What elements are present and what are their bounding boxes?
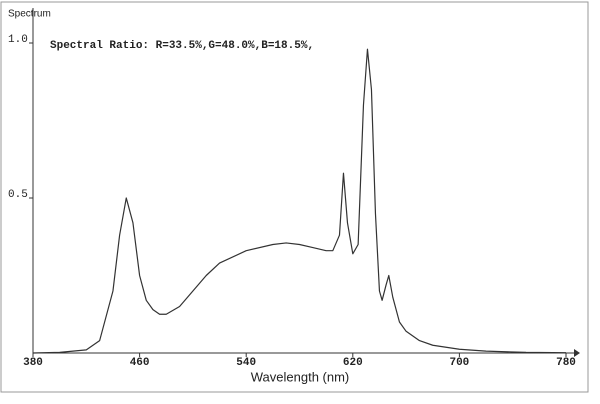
y-tick-label: 1.0 (8, 34, 28, 46)
x-tick-label: 460 (130, 357, 150, 369)
spectrum-line (32, 48, 567, 354)
frame (0, 1, 589, 393)
axis-arrow (574, 349, 580, 357)
y-tick-label: 0.5 (8, 189, 28, 201)
annotation: Spectral Ratio: R=33.5%,G=48.0%,B=18.5%, (50, 40, 314, 52)
chart-title: Spectrum (8, 9, 51, 20)
x-tick-label: 380 (23, 357, 43, 369)
x-tick-label: 700 (449, 357, 469, 369)
x-tick-label: 620 (343, 357, 363, 369)
x-tick-label: 780 (556, 357, 576, 369)
x-tick-label: 540 (236, 357, 256, 369)
x-axis-label: Wavelength (nm) (251, 369, 350, 384)
